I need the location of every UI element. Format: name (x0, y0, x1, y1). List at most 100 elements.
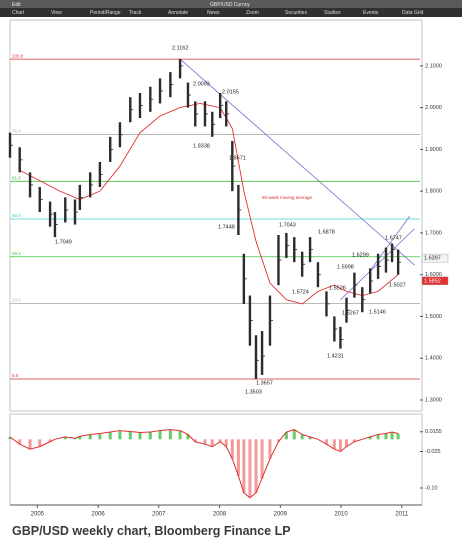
histogram-bar (236, 439, 240, 476)
price-panel (9, 19, 423, 412)
y-tick-label: 0.0155 (425, 429, 442, 435)
histogram-bar (128, 431, 132, 440)
x-tick-label: 2009 (274, 512, 288, 518)
histogram-bar (396, 433, 400, 440)
histogram-bar (210, 439, 214, 447)
price-annotation: 1.8671 (229, 155, 246, 161)
x-tick-label: 2005 (31, 512, 45, 518)
histogram-bar (28, 439, 32, 450)
histogram-bar (203, 439, 207, 445)
histogram-bar (254, 439, 258, 493)
level-label: 50.0 (12, 213, 21, 218)
price-annotation: 1.6878 (318, 229, 335, 235)
price-annotation: 1.3503 (245, 389, 262, 395)
y-tick-label: 1.6000 (425, 272, 442, 278)
price-bar (268, 295, 272, 346)
oscillator-line (9, 429, 399, 499)
histogram-bar (63, 436, 67, 440)
level-label: 38.2 (12, 251, 21, 256)
y-tick-label: 1.4000 (425, 356, 442, 362)
histogram-bar (18, 439, 22, 445)
histogram-bar (376, 434, 380, 440)
y-tick-label: 2.1000 (425, 63, 442, 69)
toolbar-item[interactable]: Annotate (168, 10, 188, 16)
price-bar (203, 101, 207, 127)
histogram-bar (38, 439, 42, 447)
toolbar-item[interactable]: Data Grid (402, 10, 424, 16)
toolbar-item[interactable]: Track (129, 10, 142, 16)
histogram-bar (218, 439, 222, 442)
toolbar-item[interactable]: Events (363, 10, 379, 16)
histogram-bar (118, 430, 122, 440)
value-box (421, 276, 449, 286)
x-tick-label: 2006 (91, 512, 105, 518)
histogram-bar (276, 439, 280, 442)
price-annotation: 1.4231 (327, 353, 344, 359)
level-label: 100.0 (12, 53, 24, 58)
histogram-bar (324, 439, 328, 445)
toolbar-title[interactable]: Edit (12, 2, 21, 8)
y-tick-label: 1.3000 (425, 397, 442, 403)
histogram-bar (48, 439, 52, 442)
trendline (369, 215, 410, 271)
toolbar (0, 8, 462, 17)
moving-average (19, 102, 399, 305)
price-annotation: 2.0155 (222, 89, 239, 95)
histogram-bar (384, 433, 388, 440)
ma-label: 50 week moving average (262, 195, 313, 200)
histogram-bar (292, 429, 296, 440)
x-tick-label: 2011 (395, 512, 409, 518)
price-annotation: 1.5998 (337, 264, 354, 270)
histogram-bar (78, 436, 82, 440)
histogram-bar (168, 429, 172, 440)
y-tick-label: -0.025 (425, 449, 441, 455)
histogram-bar (98, 433, 102, 440)
price-bar (396, 249, 400, 275)
histogram-bar (352, 439, 356, 442)
histogram-bar (224, 439, 228, 447)
toolbar-item[interactable]: View (51, 10, 62, 16)
histogram-bar (148, 432, 152, 440)
price-annotation: 1.5027 (389, 282, 406, 288)
toolbar-title[interactable]: GBP/USD Curncy (210, 2, 250, 8)
price-bar (18, 147, 21, 173)
histogram-bar (268, 439, 272, 459)
toolbar-item[interactable]: Chart (12, 10, 25, 16)
toolbar-item[interactable]: Studies (324, 10, 341, 16)
histogram-bar (368, 436, 372, 440)
histogram-bar (284, 432, 288, 440)
y-tick-label: -0.10 (425, 485, 438, 491)
price-annotation: 1.5146 (369, 309, 386, 315)
toolbar-item[interactable]: Securities (285, 10, 307, 16)
x-tick-label: 2007 (152, 512, 166, 518)
histogram-bar (242, 439, 246, 493)
level-label: 61.8 (12, 175, 21, 180)
histogram-bar (138, 432, 142, 440)
price-bar (368, 268, 372, 294)
chart: Edit GBP/USD Curncy Chart View Period/Range T… (0, 0, 462, 518)
histogram-bar (88, 434, 92, 440)
value-box-label: 1.6397 (424, 256, 441, 262)
histogram-bar (158, 430, 162, 440)
value-box-label: 1.5852 (424, 278, 441, 284)
histogram-bar (308, 436, 312, 440)
histogram-bar (230, 439, 234, 459)
toolbar-item[interactable]: News (207, 10, 220, 16)
price-bar (118, 122, 122, 148)
price-annotation: 1.7448 (218, 224, 235, 230)
histogram-bar (8, 436, 12, 440)
x-tick-label: 2008 (213, 512, 227, 518)
price-annotation: 1.3657 (256, 380, 273, 386)
price-annotation: 1.5526 (329, 285, 346, 291)
price-bar (390, 243, 394, 263)
price-bar (384, 247, 388, 273)
histogram-bar (193, 439, 197, 442)
price-bar (376, 253, 380, 279)
price-annotation: 2.1162 (172, 45, 188, 51)
price-bar (169, 72, 172, 98)
price-bar (325, 291, 328, 317)
x-tick-label: 2010 (334, 512, 348, 518)
toolbar-item[interactable]: Period/Range (90, 10, 121, 16)
histogram-bar (186, 434, 190, 440)
toolbar-item[interactable]: Zoom (246, 10, 259, 16)
